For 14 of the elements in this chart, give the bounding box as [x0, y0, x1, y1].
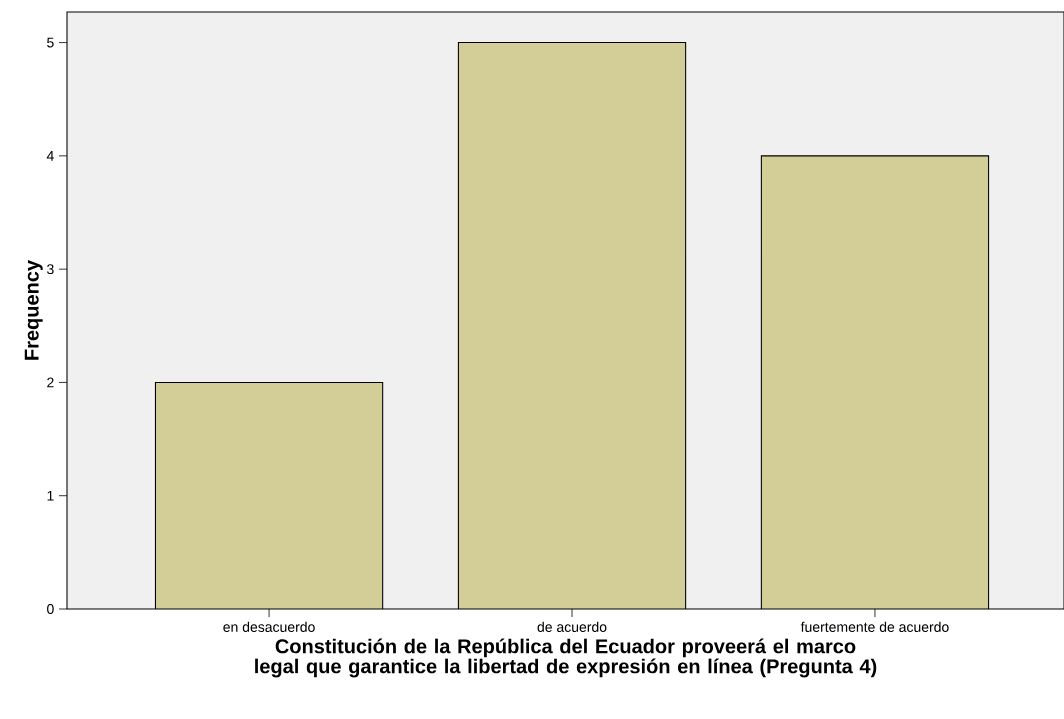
y-tick-label: 4 — [46, 151, 54, 161]
bar — [154, 381, 384, 609]
bar — [760, 155, 990, 609]
x-tick-label: de acuerdo — [537, 621, 607, 632]
x-tick-label: fuertemente de acuerdo — [800, 621, 949, 632]
y-tick-label: 3 — [47, 264, 54, 275]
x-tick-label: en desacuerdo — [223, 621, 315, 632]
y-axis-title: Frequency — [24, 260, 43, 360]
y-tick-label: 1 — [47, 490, 54, 501]
y-tick-label: 5 — [47, 37, 54, 48]
bar — [457, 42, 687, 609]
x-axis-title: Constitución de la República del Ecuador proveerá el marco legal que garantice la libertad de expresión en línea (Pregunta 4) — [255, 638, 877, 678]
y-tick-label: 2 — [47, 377, 54, 388]
y-tick-label: 0 — [47, 604, 54, 614]
